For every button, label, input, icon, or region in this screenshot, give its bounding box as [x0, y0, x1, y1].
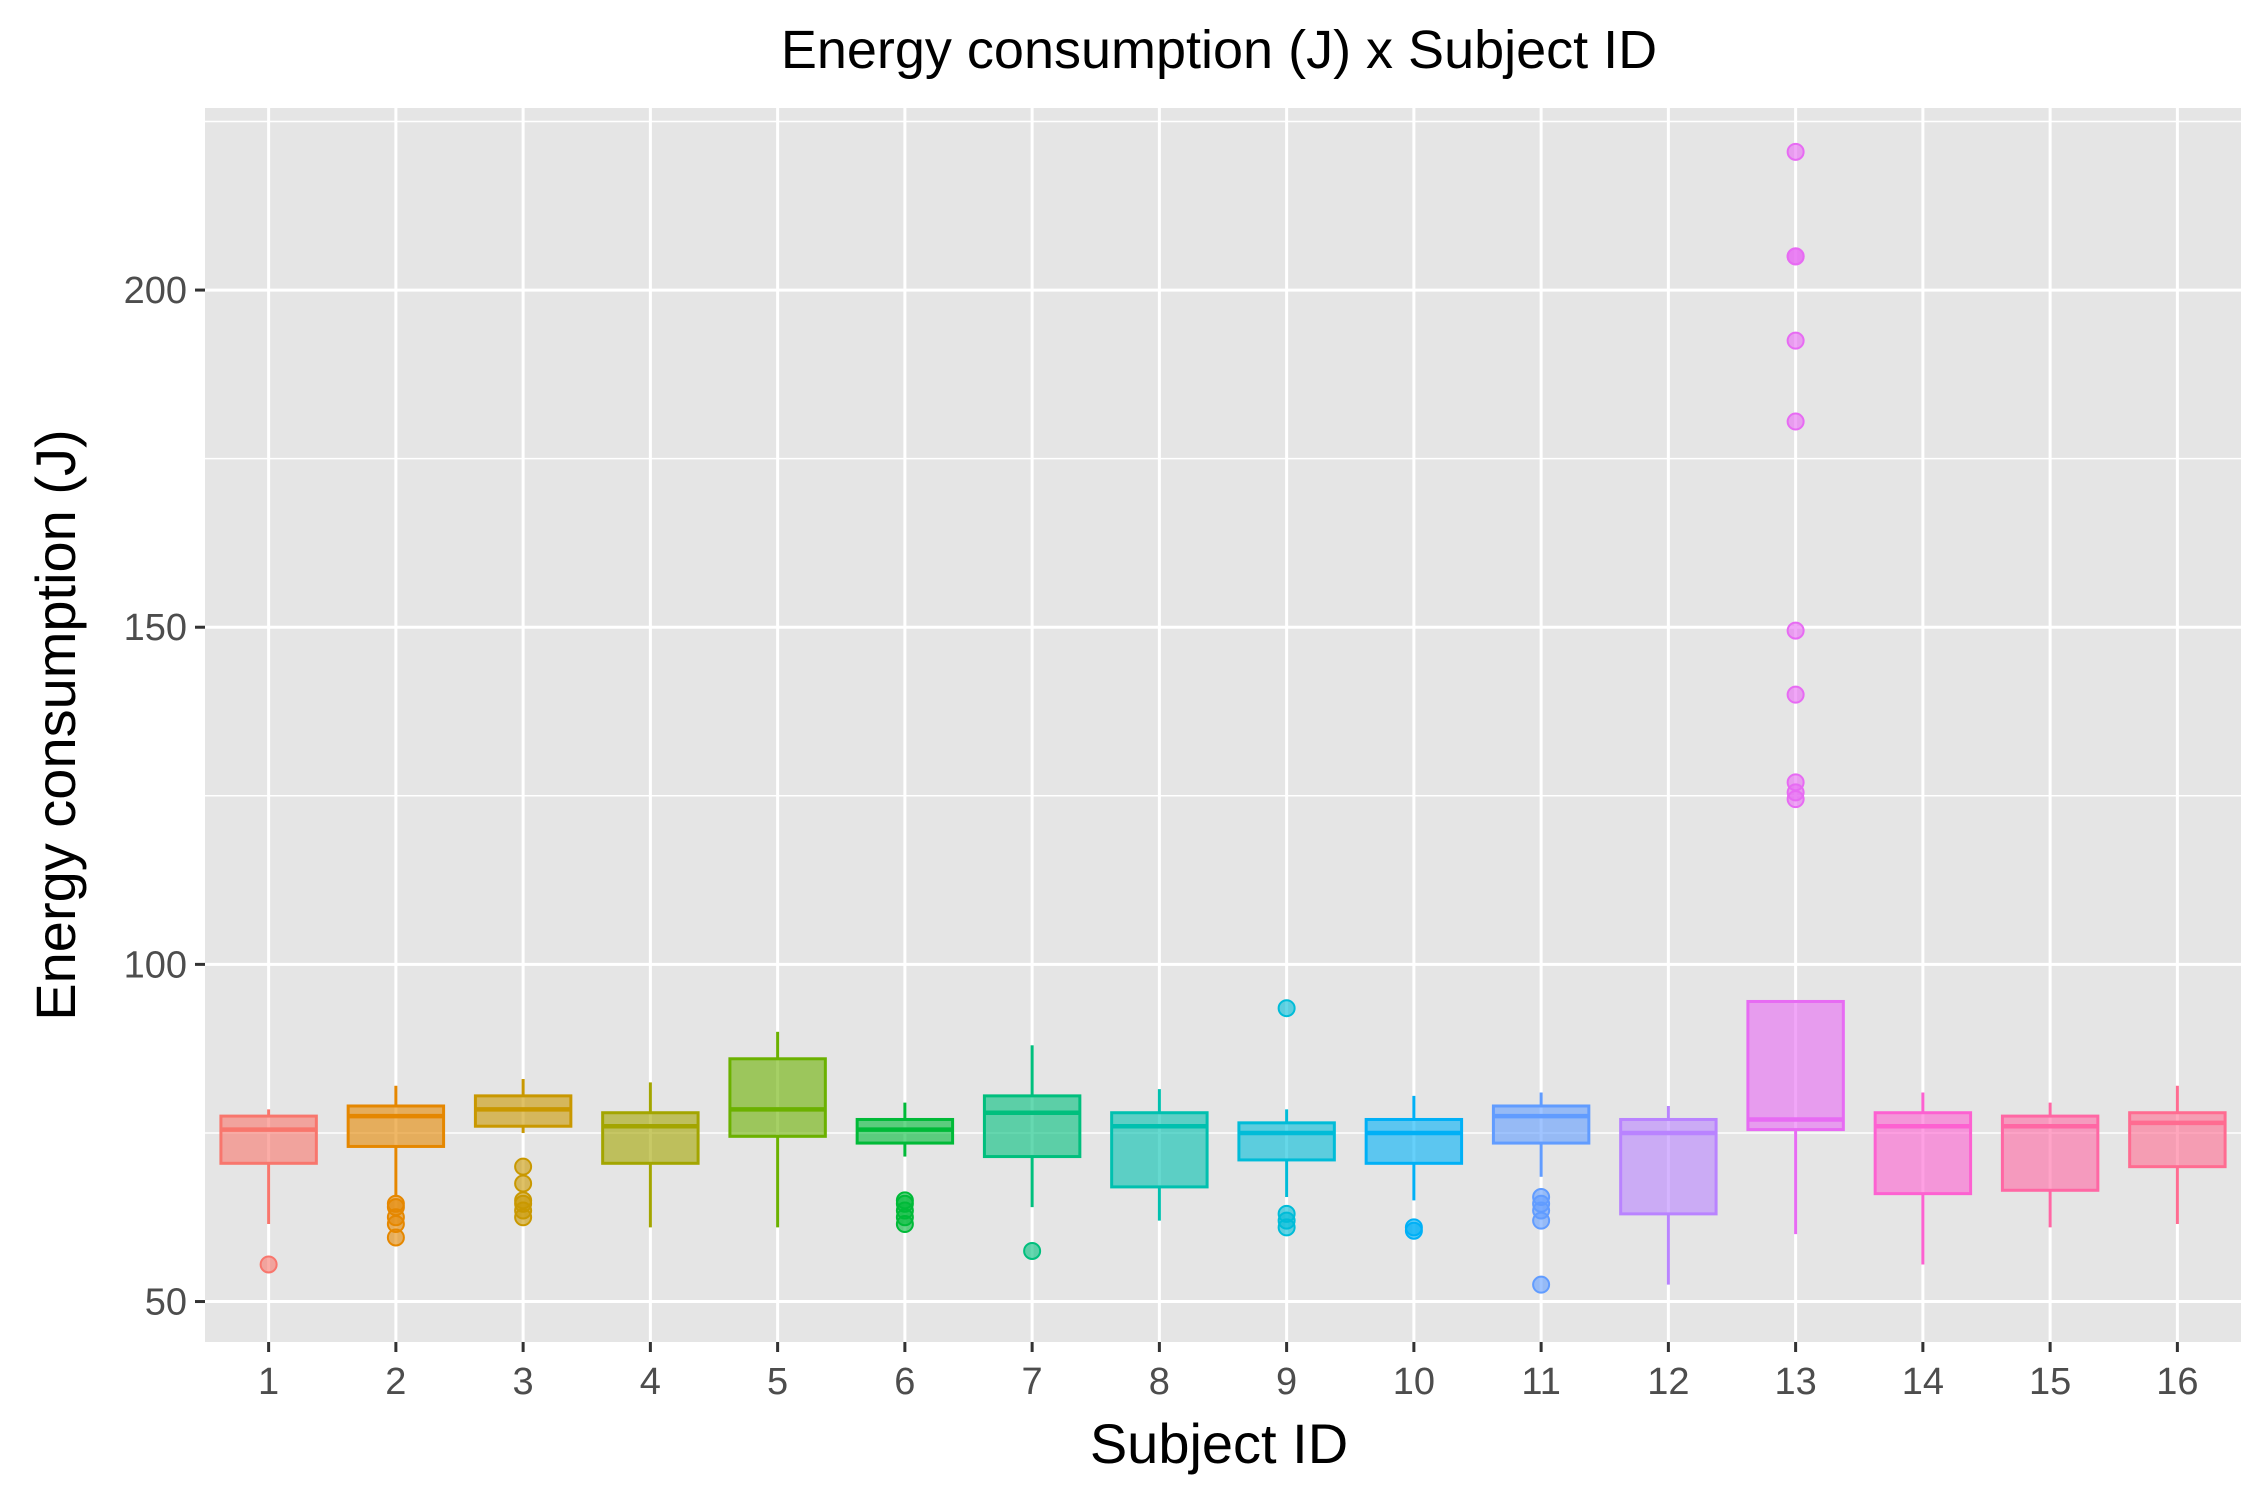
box [1746, 999, 1845, 1132]
outlier-point [1786, 685, 1805, 704]
boxplot-subject-14 [1873, 1092, 1973, 1265]
outlier-point [1786, 142, 1805, 161]
outlier-point [514, 1191, 533, 1210]
box [1364, 1117, 1464, 1165]
boxplot-subject-12 [1619, 1105, 1718, 1285]
y-axis-title: Energy consumption (J) [24, 429, 87, 1020]
boxplot-subject-8 [1110, 1089, 1209, 1221]
outlier-point [1786, 331, 1805, 350]
boxplot-subject-11 [1491, 1092, 1591, 1294]
x-tick-label: 3 [513, 1361, 534, 1403]
outlier-point [1532, 1188, 1551, 1207]
y-axis: 50 100 150 200 [124, 270, 205, 1324]
x-tick-label: 2 [385, 1361, 406, 1403]
box [346, 1104, 446, 1148]
boxplot-subject-4 [601, 1082, 700, 1228]
box [1237, 1121, 1336, 1162]
outlier-point [1786, 621, 1805, 640]
box [601, 1111, 700, 1165]
outlier-point [1786, 247, 1805, 266]
outlier-point [1532, 1275, 1551, 1294]
outlier-point [386, 1194, 405, 1213]
box [728, 1057, 827, 1138]
x-axis-title: Subject ID [1090, 1412, 1348, 1475]
y-tick-label: 150 [124, 607, 187, 649]
x-axis: 1 2 3 4 5 6 7 8 9 10 11 12 13 14 15 16 [258, 1342, 2199, 1403]
boxplot-subject-15 [2000, 1102, 2100, 1228]
x-tick-label: 1 [258, 1361, 279, 1403]
boxplot-subject-6 [855, 1102, 955, 1233]
boxplot-subject-10 [1364, 1095, 1464, 1240]
y-tick-label: 50 [145, 1282, 187, 1324]
outlier-point [1404, 1218, 1423, 1237]
outlier-point [1277, 1204, 1296, 1223]
box [1491, 1104, 1591, 1145]
x-tick-label: 9 [1276, 1361, 1297, 1403]
outlier-point [895, 1191, 914, 1210]
x-tick-label: 6 [894, 1361, 915, 1403]
x-tick-label: 13 [1774, 1361, 1816, 1403]
boxplot-subject-7 [982, 1045, 1082, 1260]
boxplot-subject-9 [1237, 999, 1336, 1237]
x-tick-label: 14 [1902, 1361, 1944, 1403]
boxplot-subject-1 [219, 1109, 318, 1274]
x-tick-label: 12 [1647, 1361, 1689, 1403]
box [982, 1094, 1082, 1159]
box [219, 1114, 318, 1165]
outlier-point [1023, 1241, 1042, 1260]
y-tick-label: 200 [124, 270, 187, 312]
chart-title: Energy consumption (J) x Subject ID [781, 20, 1657, 80]
x-tick-label: 5 [767, 1361, 788, 1403]
x-tick-label: 11 [1521, 1361, 1560, 1403]
x-tick-label: 16 [2156, 1361, 2198, 1403]
outlier-point [1277, 999, 1296, 1018]
outlier-point [259, 1255, 278, 1274]
x-tick-label: 4 [640, 1361, 661, 1403]
boxplots [219, 142, 2227, 1294]
boxplot-subject-16 [2128, 1085, 2227, 1224]
y-tick-label: 100 [124, 944, 187, 986]
outlier-point [514, 1174, 533, 1193]
boxplot-subject-3 [473, 1079, 573, 1227]
box [1110, 1111, 1209, 1189]
outlier-point [514, 1157, 533, 1176]
outlier-point [1786, 773, 1805, 792]
x-tick-label: 15 [2029, 1361, 2071, 1403]
boxplot-subject-2 [346, 1085, 446, 1247]
boxplot-subject-5 [728, 1031, 827, 1228]
boxplot-subject-13 [1746, 142, 1845, 1235]
x-tick-label: 8 [1149, 1361, 1170, 1403]
outlier-point [1786, 412, 1805, 431]
x-tick-label: 10 [1393, 1361, 1435, 1403]
x-tick-label: 7 [1022, 1361, 1043, 1403]
